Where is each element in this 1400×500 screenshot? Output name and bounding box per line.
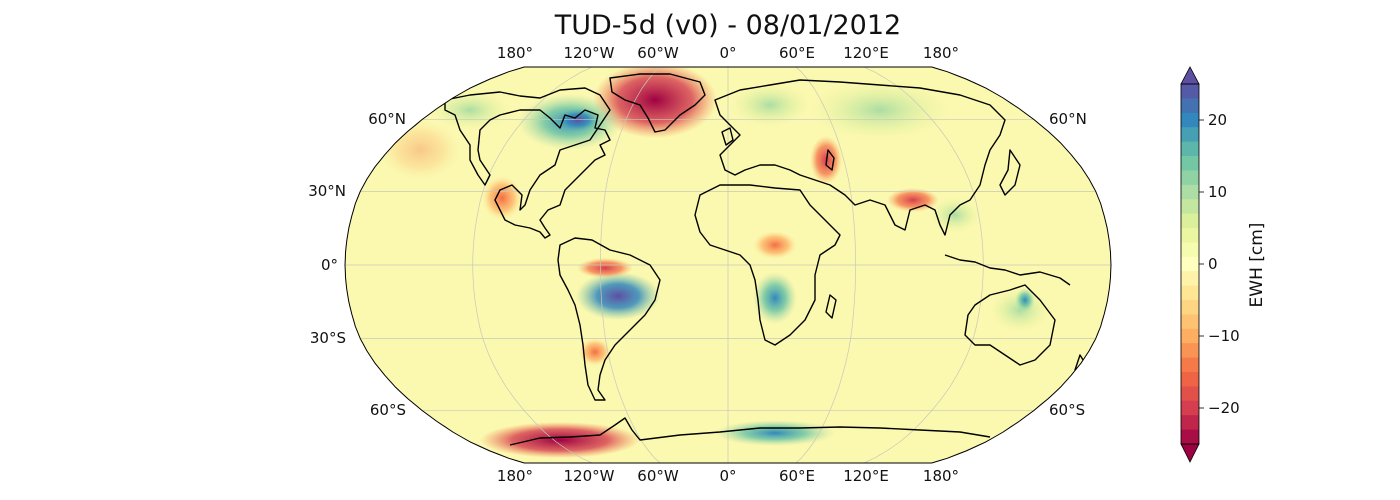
bottom-lon-label: 180° (497, 467, 533, 485)
colorbar-tick-label: 20 (1208, 111, 1227, 129)
colorbar-segment (1181, 372, 1199, 387)
colorbar-segment (1181, 429, 1199, 445)
coast-greenland (609, 73, 706, 133)
anomaly-scandinavia (730, 83, 810, 127)
bottom-lon-labels: 180° 120°W 60°W 0° 60°E 120°E 180° (497, 467, 959, 485)
coast-north-america (444, 87, 611, 239)
coast-japan (999, 149, 1021, 196)
map-boundary (344, 66, 1112, 464)
colorbar-label: EWH [cm] (1247, 223, 1267, 308)
top-lon-label: 60°E (779, 44, 815, 62)
colorbar-segment (1181, 400, 1199, 416)
colorbar-segment (1181, 127, 1199, 143)
left-lat-label: 0° (321, 256, 338, 274)
colorbar-segment (1181, 98, 1199, 114)
top-lon-label: 0° (719, 44, 736, 62)
top-lon-labels: 180° 120°W 60°W 0° 60°E 120°E 180° (497, 44, 959, 62)
colorbar-segment (1181, 300, 1199, 315)
anomaly-alaska (430, 90, 510, 130)
coast-caspian (825, 149, 835, 171)
anomaly-northern-amazon (577, 258, 633, 278)
colorbar-segment (1181, 328, 1199, 344)
colorbar: 20 10 0 −10 −20 EWH [cm] (1180, 66, 1267, 463)
bottom-lon-label: 120°E (843, 467, 889, 485)
colorbar-segment (1181, 184, 1199, 200)
top-lon-label: 60°W (637, 44, 679, 62)
bottom-lon-label: 60°W (637, 467, 679, 485)
colorbar-segment (1181, 112, 1199, 128)
colorbar-segment (1181, 170, 1199, 186)
colorbar-segment (1181, 256, 1199, 272)
left-lat-labels: 60°N 30°N 0° 30°S 60°S (308, 110, 406, 419)
map-globe (345, 67, 1111, 463)
colorbar-segment (1181, 357, 1199, 373)
anomaly-indochina (930, 197, 980, 233)
coast-madagascar (825, 294, 837, 319)
bottom-lon-label: 120°W (564, 467, 615, 485)
bottom-lon-label: 0° (719, 467, 736, 485)
bottom-lon-label: 180° (923, 467, 959, 485)
left-lat-label: 30°N (308, 182, 346, 200)
colorbar-segment (1181, 271, 1199, 287)
right-lat-labels: 60°N 60°S (1049, 110, 1087, 419)
anomaly-central-south-america (576, 272, 660, 320)
coast-africa (694, 184, 841, 346)
colorbar-segment (1181, 228, 1199, 243)
colorbar-extend-top (1180, 66, 1200, 85)
coast-antarctica (509, 417, 991, 446)
anomaly-australia-core (1015, 288, 1035, 312)
colorbar-segment (1181, 285, 1199, 301)
colorbar-segment (1181, 84, 1199, 99)
coast-eurasia (714, 79, 1006, 236)
coast-south-america (557, 237, 661, 401)
anomaly-southern-andes (579, 338, 611, 366)
colorbar-segment (1181, 386, 1199, 402)
colorbar-segment (1181, 314, 1199, 330)
colorbar-segment (1181, 156, 1199, 171)
colorbar-segment (1181, 343, 1199, 359)
top-lon-label: 120°E (843, 44, 889, 62)
anomaly-siberia-green (810, 80, 950, 140)
colorbar-segment (1181, 242, 1199, 258)
colorbar-ticks: 20 10 0 −10 −20 (1199, 111, 1240, 417)
top-lon-label: 180° (497, 44, 533, 62)
colorbar-segment (1181, 415, 1199, 431)
colorbar-extend-bottom (1180, 443, 1200, 463)
anomaly-southern-africa (753, 272, 797, 324)
right-lat-label: 60°N (1049, 110, 1087, 128)
coast-uk (721, 127, 734, 146)
anomaly-east-antarctica (715, 420, 835, 446)
coast-australia (964, 284, 1056, 366)
chart-title: TUD-5d (v0) - 08/01/2012 (554, 10, 902, 41)
colorbar-tick-label: −10 (1208, 327, 1240, 345)
anomaly-west-antarctica (480, 422, 640, 458)
top-lon-label: 180° (923, 44, 959, 62)
colorbar-segments (1181, 84, 1199, 445)
coastlines (444, 73, 1089, 446)
anomaly-central-africa (753, 231, 797, 259)
left-lat-label: 30°S (310, 329, 346, 347)
top-lon-label: 120°W (564, 44, 615, 62)
anomaly-greenland (593, 67, 717, 138)
colorbar-tick-label: 0 (1208, 255, 1218, 273)
bottom-lon-label: 60°E (779, 467, 815, 485)
left-lat-label: 60°S (370, 401, 406, 419)
colorbar-tick-label: 10 (1208, 183, 1227, 201)
anomaly-north-pacific (380, 120, 460, 180)
left-lat-label: 60°N (368, 110, 406, 128)
colorbar-tick-label: −20 (1208, 399, 1240, 417)
anomaly-north-america-west (482, 176, 522, 220)
anomaly-layer (380, 67, 1050, 458)
colorbar-segment (1181, 199, 1199, 215)
anomaly-hudson-core (556, 108, 600, 132)
colorbar-segment (1181, 141, 1199, 157)
right-lat-label: 60°S (1049, 401, 1085, 419)
colorbar-segment (1181, 213, 1199, 229)
coast-indonesia (944, 254, 1071, 286)
